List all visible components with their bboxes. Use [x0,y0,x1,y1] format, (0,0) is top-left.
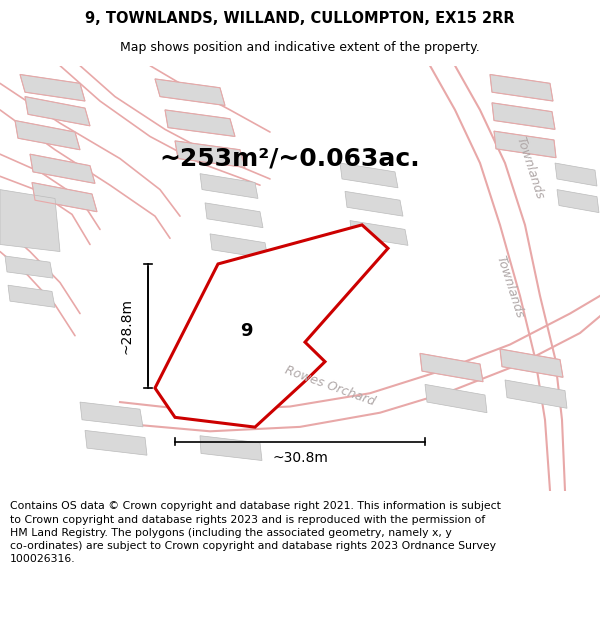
Polygon shape [0,189,60,251]
Text: 9: 9 [240,321,253,339]
Polygon shape [420,353,483,382]
Polygon shape [492,102,555,129]
Polygon shape [205,203,263,228]
Polygon shape [85,431,147,455]
Polygon shape [555,163,597,186]
Polygon shape [425,384,487,412]
Polygon shape [25,97,90,126]
Polygon shape [557,189,599,213]
Polygon shape [200,436,262,461]
Text: 9, TOWNLANDS, WILLAND, CULLOMPTON, EX15 2RR: 9, TOWNLANDS, WILLAND, CULLOMPTON, EX15 … [85,11,515,26]
Polygon shape [200,174,258,199]
Polygon shape [20,74,85,101]
Polygon shape [505,380,567,408]
Polygon shape [500,349,563,378]
Polygon shape [345,191,403,216]
Text: Rowes Orchard: Rowes Orchard [283,364,377,409]
Text: ~30.8m: ~30.8m [272,451,328,465]
Polygon shape [175,141,245,168]
Polygon shape [155,225,388,427]
Polygon shape [494,131,556,158]
Text: ~28.8m: ~28.8m [119,298,133,354]
Text: ~253m²/~0.063ac.: ~253m²/~0.063ac. [160,147,421,171]
Polygon shape [210,234,268,259]
Polygon shape [490,74,553,101]
Polygon shape [155,79,225,106]
Polygon shape [15,121,80,150]
Polygon shape [5,256,53,278]
Polygon shape [30,154,95,183]
Polygon shape [8,285,55,308]
Polygon shape [80,402,143,427]
Text: Map shows position and indicative extent of the property.: Map shows position and indicative extent… [120,41,480,54]
Text: Townlands: Townlands [514,134,546,201]
Polygon shape [32,182,97,212]
Polygon shape [340,163,398,188]
Text: Contains OS data © Crown copyright and database right 2021. This information is : Contains OS data © Crown copyright and d… [10,501,501,564]
Polygon shape [350,221,408,246]
Polygon shape [165,110,235,136]
Text: Townlands: Townlands [494,254,526,320]
